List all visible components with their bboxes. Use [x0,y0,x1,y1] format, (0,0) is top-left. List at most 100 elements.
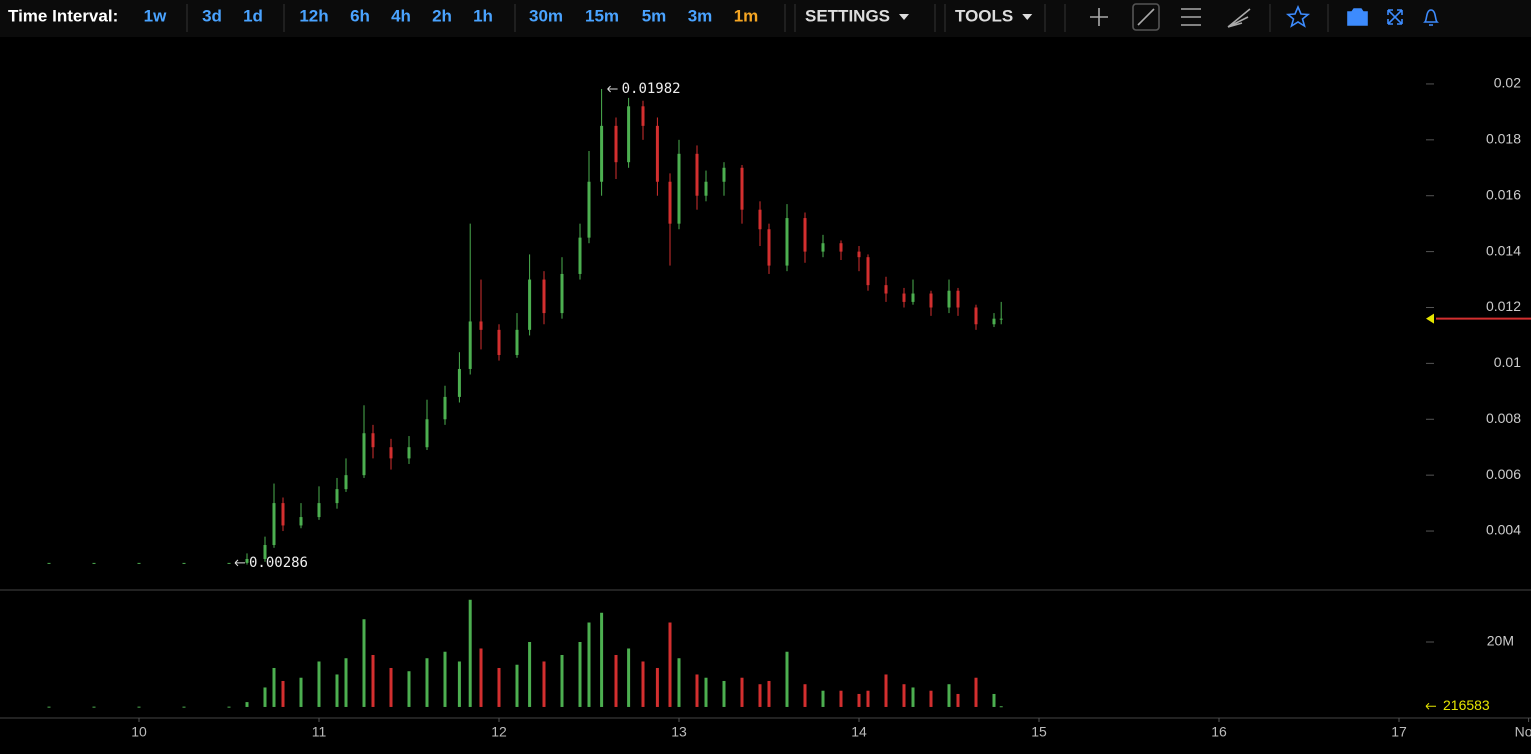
volume-bar [468,599,472,707]
candle-body [974,307,978,325]
volume-bar [758,684,762,707]
volume-bar [227,706,231,708]
candle-body [299,517,303,526]
candle-body [929,293,933,308]
candle-body [902,293,906,302]
x-tick-label: 15 [1031,724,1047,740]
interval-button[interactable]: 12h [299,6,328,25]
volume-bar [425,658,429,707]
volume-bar [362,619,366,707]
candle-body [641,106,645,126]
candle-body [92,562,96,564]
volume-bar [668,622,672,707]
x-tick-label: 16 [1211,724,1227,740]
interval-button[interactable]: 2h [432,6,452,25]
last-price-marker [1426,313,1434,324]
interval-button[interactable]: 3d [202,6,222,25]
candle-body [695,153,699,196]
menu-button[interactable]: SETTINGS [805,6,890,25]
interval-button[interactable]: 1d [243,6,263,25]
menu-button[interactable]: TOOLS [955,6,1013,25]
candle-body [479,321,483,330]
candle-body [587,181,591,238]
last-volume-arrow [1425,702,1436,710]
candle-body [182,562,186,564]
candle-body [947,290,951,308]
volume-bar [911,687,915,707]
y-tick-label: 0.008 [1486,410,1521,426]
volume-bar [821,690,825,707]
volume-bar [443,651,447,707]
candle-body [668,181,672,224]
volume-bar [47,706,51,708]
volume-bar [299,677,303,707]
volume-bar [902,684,906,707]
interval-label: Time Interval: [8,6,118,25]
candle-body [227,562,231,564]
toolbar [0,0,1531,37]
volume-bar [956,693,960,707]
candle-body [677,153,681,224]
interval-button[interactable]: 15m [585,6,619,25]
y-tick-label: 0.02 [1494,75,1521,91]
interval-button[interactable]: 1m [734,6,759,25]
volume-bar [245,702,249,707]
volume-bar [344,658,348,707]
candle-body [317,503,321,518]
candle-body [468,321,472,369]
interval-button[interactable]: 1w [144,6,167,25]
volume-bar [281,680,285,707]
volume-bar [137,706,141,708]
interval-button[interactable]: 30m [529,6,563,25]
candle-body [627,106,631,163]
candle-body [803,218,807,252]
volume-bar [263,687,267,707]
volume-bar [929,690,933,707]
candle-body [992,318,996,325]
interval-button[interactable]: 3m [688,6,713,25]
last-volume-label: 216583 [1443,697,1490,713]
volume-bar [587,622,591,707]
interval-button[interactable]: 1h [473,6,493,25]
candle-body [344,475,348,490]
candle-body [857,251,861,258]
tool-icons[interactable] [1090,3,1439,31]
last-volume-bg [1420,697,1531,716]
interval-button[interactable]: 4h [391,6,411,25]
x-tick-label: 13 [671,724,687,740]
candle-body [272,503,276,546]
x-tick-label: 12 [491,724,507,740]
volume-bar [974,677,978,707]
interval-button[interactable]: 6h [350,6,370,25]
volume-bar [335,674,339,707]
candle-body [999,318,1003,320]
toolbar-separators [186,4,1329,32]
candle-body [497,329,501,355]
y-tick-label: 0.01 [1494,354,1521,370]
candle-body [911,293,915,302]
candle-body [281,503,285,526]
volume-bar [785,651,789,707]
volume-bar [542,661,546,707]
menu-caret [899,14,910,20]
candle-body [371,433,375,448]
candle-body [600,125,604,182]
y-tick-label: 20M [1487,633,1514,649]
volume-bar [767,680,771,707]
y-tick-label: 0.004 [1486,522,1521,538]
candle-body [515,329,519,355]
interval-button[interactable]: 5m [642,6,667,25]
candle-body [137,562,141,564]
candle-body [263,545,267,559]
candle-body [884,285,888,294]
volume-bar [641,661,645,707]
volume-bar [704,677,708,707]
volume-bar [389,667,393,707]
candle-body [655,125,659,182]
candle-body [578,237,582,274]
x-tick-label: 10 [131,724,147,740]
annotation-arrow [607,85,618,93]
candle-body [956,290,960,308]
volume-bar [600,612,604,707]
